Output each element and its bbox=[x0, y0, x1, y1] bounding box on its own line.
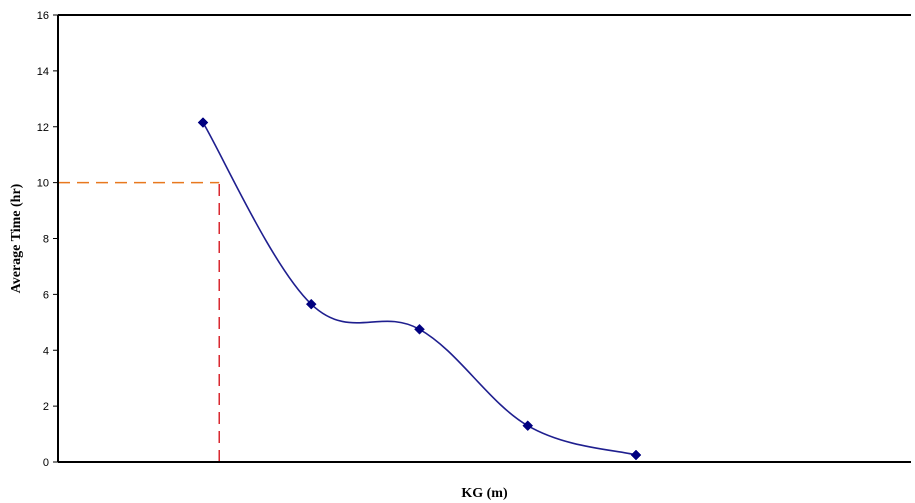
data-point-marker bbox=[630, 449, 642, 461]
y-tick-label: 4 bbox=[43, 345, 49, 357]
axes bbox=[53, 14, 911, 463]
series-line bbox=[202, 122, 637, 456]
data-point-marker bbox=[305, 298, 317, 310]
y-tick-label: 16 bbox=[37, 10, 49, 22]
x-axis-title: KG (m) bbox=[461, 486, 508, 501]
y-tick-label: 8 bbox=[43, 234, 49, 246]
reference-lines bbox=[58, 181, 220, 462]
y-tick-label: 14 bbox=[37, 66, 49, 78]
data-markers bbox=[197, 117, 642, 461]
y-tick-label: 10 bbox=[37, 178, 49, 190]
y-tick-label: 12 bbox=[37, 122, 49, 134]
y-tick-label: 0 bbox=[43, 457, 49, 469]
y-tick-label: 6 bbox=[43, 289, 49, 301]
y-axis-title: Average Time (hr) bbox=[9, 183, 24, 293]
data-point-marker bbox=[197, 117, 209, 128]
y-tick-label: 2 bbox=[43, 401, 49, 413]
data-point-marker bbox=[414, 323, 425, 335]
data-point-marker bbox=[522, 420, 534, 432]
y-tick-labels: 0 2 4 6 8 10 12 14 16 bbox=[37, 10, 49, 469]
series-line-layer bbox=[202, 122, 637, 456]
